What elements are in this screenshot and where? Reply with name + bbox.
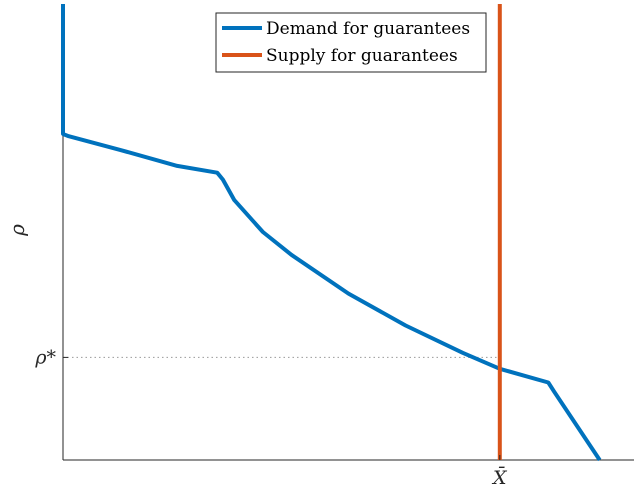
legend-label: Supply for guarantees [266,46,458,66]
legend-label: Demand for guarantees [266,19,470,39]
series-line-demand [61,4,602,462]
x-tick-label: X̄ [491,466,508,489]
y-axis-label: ρ [5,224,29,237]
legend-box [215,12,487,73]
y-tick-label: ρ* [34,346,56,368]
series-layer [61,4,602,462]
ticks: ρ* X̄ [34,346,508,489]
legend: Demand for guarantees Supply for guarante… [215,12,487,73]
